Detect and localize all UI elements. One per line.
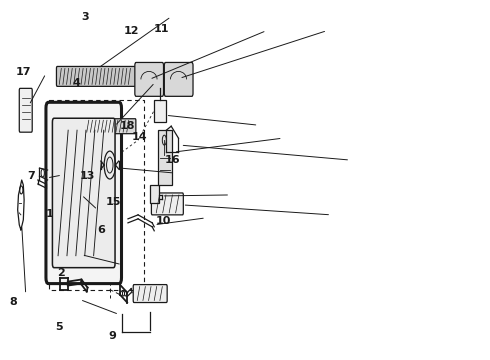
Text: 1: 1 [46,209,53,219]
Text: 7: 7 [27,171,35,181]
Text: 13: 13 [80,171,96,181]
Text: 15: 15 [106,197,121,207]
FancyBboxPatch shape [164,62,193,96]
FancyBboxPatch shape [19,88,32,132]
Bar [154,100,166,122]
Text: 8: 8 [10,297,18,307]
Text: 11: 11 [153,24,169,35]
FancyBboxPatch shape [133,285,167,302]
FancyBboxPatch shape [151,193,183,215]
FancyBboxPatch shape [84,119,136,134]
Text: 16: 16 [165,155,181,165]
Text: 10: 10 [155,216,171,226]
Text: 14: 14 [131,132,147,142]
FancyBboxPatch shape [46,102,122,284]
Text: 12: 12 [123,26,139,36]
Text: 3: 3 [81,12,89,22]
Text: 17: 17 [16,67,31,77]
FancyBboxPatch shape [56,67,139,86]
Text: 6: 6 [98,225,106,235]
Text: 9: 9 [109,331,117,341]
Bar [150,185,159,203]
FancyBboxPatch shape [135,62,164,96]
Text: 2: 2 [57,268,65,278]
Text: 18: 18 [120,121,135,131]
Text: 5: 5 [55,322,63,332]
Bar [158,130,172,185]
FancyBboxPatch shape [52,118,115,268]
Text: 4: 4 [73,78,81,88]
Bar [49,100,144,289]
